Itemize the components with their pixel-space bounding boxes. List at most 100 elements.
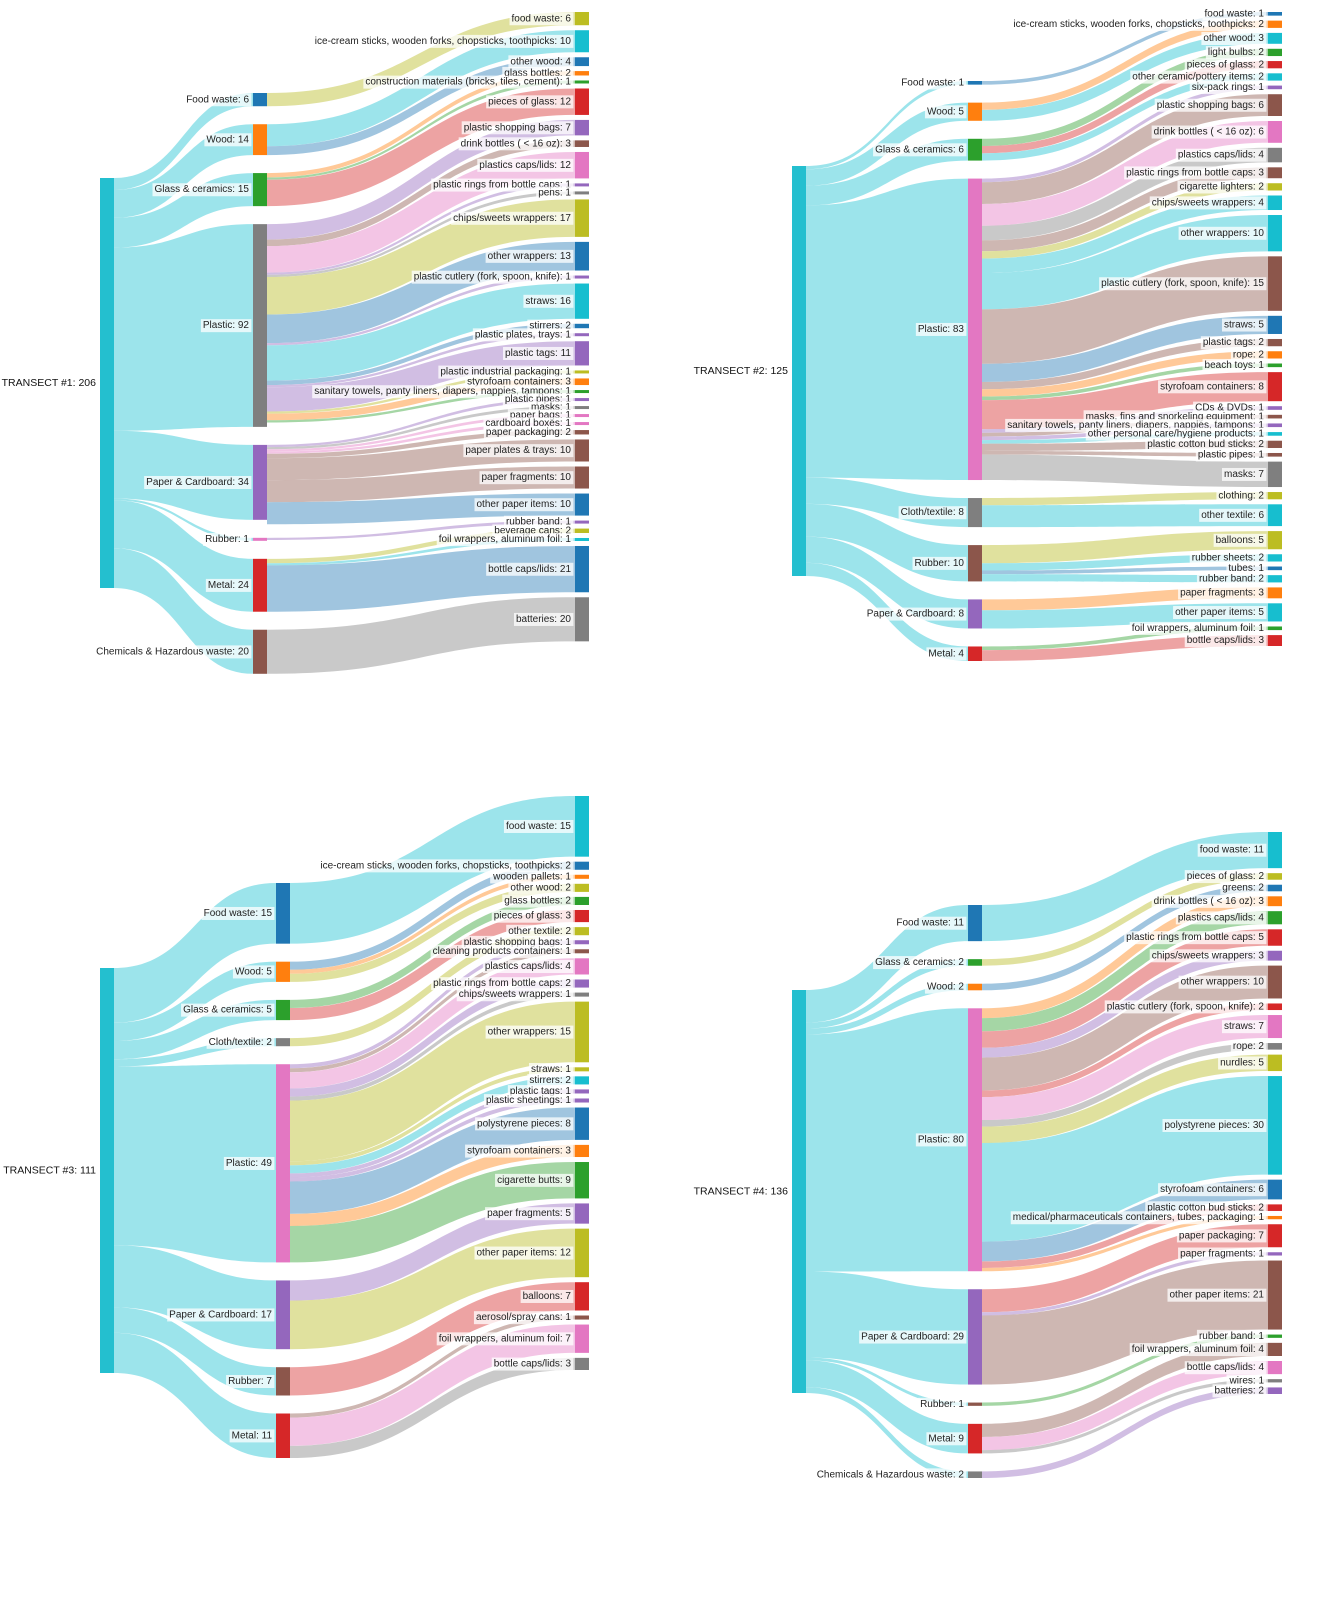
category-label: Wood: 5 bbox=[927, 106, 964, 117]
item-label: polystyrene pieces: 30 bbox=[1164, 1120, 1264, 1131]
item-label-bg bbox=[438, 365, 574, 379]
category-node bbox=[968, 1402, 982, 1406]
item-label: sanitary towels, panty liners, diapers, … bbox=[1007, 420, 1264, 431]
item-label: foil wrappers, aluminum foil: 1 bbox=[1132, 623, 1265, 634]
item-node bbox=[575, 493, 589, 516]
item-label: styrofoam containers: 8 bbox=[1160, 381, 1264, 392]
item-label: rope: 2 bbox=[1233, 350, 1265, 361]
item-node bbox=[575, 545, 589, 593]
item-label-bg bbox=[456, 988, 574, 1002]
item-node bbox=[575, 909, 589, 923]
item-node bbox=[575, 283, 589, 319]
item-label-bg bbox=[1195, 448, 1267, 462]
root-label: TRANSECT #1: 206 bbox=[2, 377, 97, 389]
item-node bbox=[1268, 492, 1282, 500]
link-4-12 bbox=[290, 1162, 575, 1263]
category-node bbox=[253, 224, 267, 427]
item-label: plastic cotton bud sticks: 2 bbox=[1147, 439, 1264, 450]
item-label: plastic shopping bags: 6 bbox=[1157, 100, 1265, 111]
item-node bbox=[575, 241, 589, 271]
link-1-0 bbox=[982, 20, 1268, 110]
category-label: Rubber: 1 bbox=[205, 534, 249, 545]
category-label: Paper & Cardboard: 34 bbox=[146, 477, 249, 488]
item-node bbox=[1268, 94, 1282, 117]
item-label: foil wrappers, aluminum foil: 1 bbox=[439, 534, 572, 545]
link-5-0 bbox=[982, 1334, 1268, 1406]
category-label-bg bbox=[926, 1432, 967, 1446]
category-label-bg bbox=[181, 1003, 275, 1017]
category-node bbox=[968, 1423, 982, 1454]
category-node bbox=[968, 138, 982, 161]
item-label-bg bbox=[431, 977, 574, 991]
item-node bbox=[575, 378, 589, 386]
category-label-bg bbox=[206, 1035, 275, 1049]
link-4-7 bbox=[290, 1076, 575, 1174]
link-root-0 bbox=[114, 93, 253, 190]
root-label-bg bbox=[691, 1184, 791, 1199]
item-node bbox=[1268, 1043, 1282, 1050]
item-label: bottle caps/lids: 3 bbox=[1187, 635, 1265, 646]
link-6-1 bbox=[267, 537, 575, 566]
item-label-bg bbox=[1218, 1056, 1267, 1070]
item-node bbox=[1268, 215, 1282, 252]
item-label-bg bbox=[527, 1074, 574, 1088]
item-label: paper packaging: 2 bbox=[486, 427, 572, 438]
item-node bbox=[1268, 911, 1282, 925]
item-label-bg bbox=[436, 533, 574, 547]
link-3-2 bbox=[982, 929, 1268, 1048]
item-label-bg bbox=[1178, 586, 1267, 600]
item-node bbox=[575, 1357, 589, 1370]
category-label-bg bbox=[184, 93, 252, 107]
item-node bbox=[575, 979, 589, 988]
item-node bbox=[1268, 929, 1282, 946]
item-label-bg bbox=[1173, 606, 1267, 620]
item-label: ice-cream sticks, wooden forks, chopstic… bbox=[320, 860, 571, 871]
item-label: construction materials (bricks, tiles, c… bbox=[365, 77, 571, 88]
category-node bbox=[968, 178, 982, 481]
item-label: other wrappers: 15 bbox=[488, 1027, 572, 1038]
labels: TRANSECT #2: 125 Food waste: 1 Wood: 5 Glas… bbox=[691, 7, 1267, 661]
category-label: Wood: 2 bbox=[927, 982, 964, 993]
item-node bbox=[1268, 950, 1282, 961]
item-label: masks: 7 bbox=[1224, 469, 1264, 480]
category-node bbox=[968, 959, 982, 966]
item-label-bg bbox=[1145, 1201, 1267, 1215]
category-label: Chemicals & Hazardous waste: 2 bbox=[817, 1469, 965, 1480]
item-label: plastic industrial packaging: 1 bbox=[440, 367, 571, 378]
link-3-6 bbox=[267, 241, 575, 344]
item-label-bg bbox=[474, 498, 574, 512]
item-node bbox=[575, 958, 589, 975]
category-label: Plastic: 83 bbox=[918, 324, 965, 335]
item-label: batteries: 2 bbox=[1215, 1385, 1265, 1396]
item-label: beach toys: 1 bbox=[1205, 360, 1265, 371]
item-label-bg bbox=[465, 1144, 574, 1158]
item-label: paper packaging: 7 bbox=[1179, 1230, 1265, 1241]
root-node bbox=[100, 178, 114, 588]
link-3-1 bbox=[982, 911, 1268, 1032]
item-label-bg bbox=[1212, 1384, 1267, 1398]
item-node bbox=[1268, 338, 1282, 347]
link-5-3 bbox=[982, 574, 1268, 583]
link-1-0 bbox=[982, 873, 1268, 966]
item-label: plastics caps/lids: 4 bbox=[485, 961, 572, 972]
category-label-bg bbox=[926, 647, 967, 661]
item-label: other wrappers: 10 bbox=[1181, 228, 1265, 239]
link-4-3 bbox=[267, 422, 575, 454]
category-node bbox=[968, 646, 982, 661]
item-label: paper fragments: 1 bbox=[1180, 1249, 1264, 1260]
item-node bbox=[1268, 1054, 1282, 1072]
item-node bbox=[1268, 85, 1282, 90]
category-label-bg bbox=[924, 105, 967, 119]
category-label-bg bbox=[873, 956, 967, 970]
category-node bbox=[253, 124, 267, 156]
link-root-1 bbox=[114, 124, 253, 218]
category-label-bg bbox=[205, 578, 252, 592]
link-3-20 bbox=[982, 454, 1268, 488]
item-label-bg bbox=[502, 894, 574, 908]
item-node bbox=[1268, 363, 1282, 368]
category-node bbox=[276, 1038, 290, 1047]
category-node bbox=[253, 93, 267, 107]
item-node bbox=[1268, 1015, 1282, 1039]
item-label-bg bbox=[1158, 380, 1267, 394]
item-label-bg bbox=[486, 562, 574, 576]
